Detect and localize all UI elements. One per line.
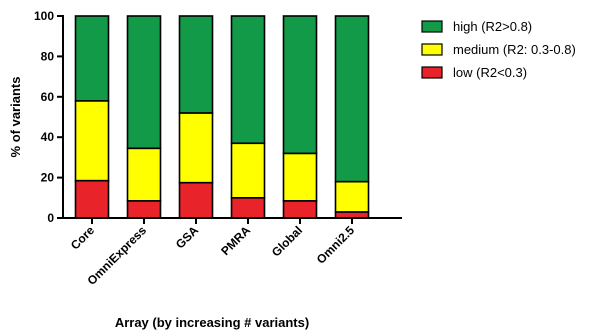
bar-segment-core-medium — [74, 100, 110, 182]
bar-segment-core-high — [74, 15, 110, 102]
y-tick-label: 20 — [41, 171, 55, 185]
bar-segment-omniexpress-high — [126, 15, 162, 150]
legend-label-medium: medium (R2: 0.3-0.8) — [453, 42, 576, 57]
x-tick-label: Omni2.5 — [314, 223, 358, 267]
bar-segment-global-medium — [282, 152, 318, 202]
bar-segment-gsa-medium — [178, 112, 214, 184]
y-tick-label: 80 — [41, 49, 55, 63]
legend-label-low: low (R2<0.3) — [453, 65, 527, 80]
y-tick-label: 60 — [41, 90, 55, 104]
axes-group — [62, 15, 402, 219]
x-tick-label: PMRA — [218, 223, 253, 258]
legend-swatch-low — [421, 66, 443, 79]
bar-segment-pmra-medium — [230, 142, 266, 199]
x-tick-label: GSA — [173, 223, 202, 252]
bar-segment-gsa-low — [178, 181, 214, 219]
bar-segment-pmra-low — [230, 197, 266, 219]
bar-segment-global-low — [282, 200, 318, 219]
y-axis-title: % of variants — [8, 77, 23, 158]
bar-segment-core-low — [74, 179, 110, 219]
bar-segment-global-high — [282, 15, 318, 155]
x-axis-title: Array (by increasing # variants) — [115, 315, 309, 330]
bar-segment-omni2-5-high — [334, 15, 370, 183]
bar-segment-omniexpress-medium — [126, 147, 162, 202]
y-tick-label: 100 — [34, 9, 54, 23]
bar-segment-omni2-5-medium — [334, 180, 370, 213]
bars-group — [74, 15, 370, 219]
y-tick-label: 0 — [47, 211, 54, 225]
bar-segment-pmra-high — [230, 15, 266, 145]
bar-segment-gsa-high — [178, 15, 214, 114]
bar-segment-omniexpress-low — [126, 200, 162, 219]
y-ticks-group: 0 20 40 60 80 100 — [34, 9, 63, 225]
x-tick-label: Global — [269, 223, 305, 259]
legend-swatch-high — [421, 20, 443, 33]
x-tick-label: Core — [68, 223, 97, 252]
legend-label-high: high (R2>0.8) — [453, 19, 532, 34]
legend-swatch-medium — [421, 43, 443, 56]
y-tick-label: 40 — [41, 130, 55, 144]
legend: high (R2>0.8) medium (R2: 0.3-0.8) low (R2… — [421, 19, 576, 80]
